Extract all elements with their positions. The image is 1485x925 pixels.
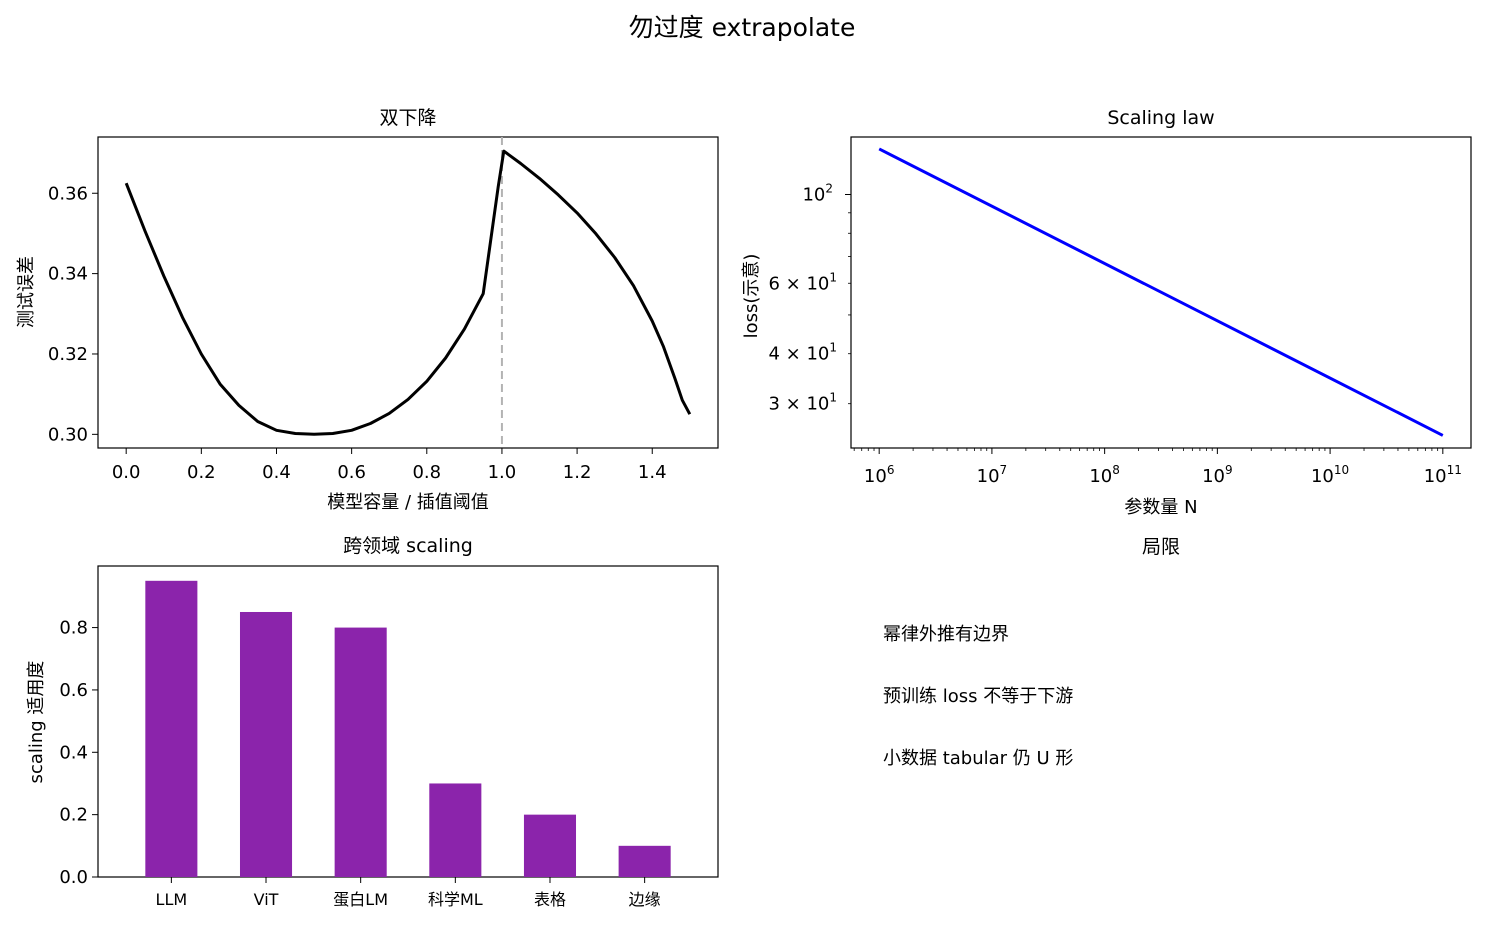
y-tick-label: 0.6	[59, 680, 88, 701]
x-tick-label: ViT	[254, 890, 279, 909]
limits-title: 局限	[1142, 536, 1180, 558]
bar	[429, 783, 482, 877]
y-axis-label: 测试误差	[16, 256, 37, 328]
x-tick-label: 106	[864, 463, 895, 487]
chart-title: 双下降	[379, 107, 436, 129]
x-axis-label: 参数量 N	[1124, 497, 1197, 518]
y-axis-label: loss(示意)	[741, 254, 762, 339]
limits-note: 预训练 loss 不等于下游	[883, 686, 1074, 707]
x-tick-label: 表格	[534, 890, 566, 909]
limits-note: 小数据 tabular 仍 U 形	[883, 748, 1074, 769]
x-tick-label: 1.2	[563, 462, 592, 483]
limits-panel: 局限	[1142, 536, 1180, 558]
test-error-line	[124, 149, 692, 436]
figure-suptitle: 勿过度 extrapolate	[629, 13, 856, 42]
y-tick-label: 3 × 101	[768, 391, 837, 415]
y-tick-label: 0.32	[48, 344, 88, 365]
x-tick-label: 1011	[1424, 463, 1462, 487]
bar	[239, 611, 293, 877]
y-tick-label: 0.30	[48, 424, 88, 445]
x-tick-label: 1.0	[488, 462, 517, 483]
x-tick-label: 0.2	[187, 462, 216, 483]
x-tick-label: 边缘	[629, 890, 661, 909]
chart-double-descent: 双下降 模型容量 / 插值阈值 测试误差 0.0 0.2 0.4 0.6 0.8 1.0 1…	[16, 107, 719, 513]
x-axis-label: 模型容量 / 插值阈值	[327, 492, 489, 513]
x-tick-label: LLM	[156, 890, 188, 909]
limits-notes: 幂律外推有边界 预训练 loss 不等于下游 小数据 tabular 仍 U 形	[883, 626, 1073, 812]
x-tick-label: 0.6	[337, 462, 366, 483]
loss-line	[878, 147, 1444, 437]
x-tick-label: 科学ML	[428, 890, 483, 909]
x-tick-label: 0.0	[112, 462, 141, 483]
x-tick-label: 0.8	[412, 462, 441, 483]
x-tick-label: 109	[1202, 463, 1233, 487]
x-tick-label: 1.4	[638, 462, 667, 483]
x-tick-label: 蛋白LM	[333, 890, 388, 909]
y-tick-label: 0.2	[59, 805, 88, 826]
limits-note: 幂律外推有边界	[883, 624, 1009, 645]
x-tick-label: 0.4	[262, 462, 291, 483]
plot-frame	[97, 136, 719, 449]
y-tick-label: 0.34	[48, 264, 88, 285]
y-tick-label: 4 × 101	[768, 341, 837, 365]
chart-title: Scaling law	[1107, 107, 1214, 129]
y-axis-label: scaling 适用度	[26, 661, 47, 784]
x-tick-label: 1010	[1311, 463, 1349, 487]
plot-frame	[850, 136, 1472, 449]
bar	[523, 814, 577, 877]
y-tick-label: 6 × 101	[768, 270, 837, 294]
chart-cross-domain-scaling: 跨领域 scaling scaling 适用度 0.0 0.2 0.4 0.6 0.8 L…	[26, 535, 719, 909]
y-tick-label: 0.8	[59, 618, 88, 639]
x-tick-label: 108	[1089, 463, 1120, 487]
bar	[334, 627, 387, 877]
bar	[618, 845, 671, 877]
y-tick-label: 0.36	[48, 183, 88, 204]
y-tick-label: 0.0	[59, 867, 88, 888]
y-tick-label: 102	[802, 181, 833, 205]
x-tick-label: 107	[977, 463, 1008, 487]
chart-scaling-law: Scaling law 参数量 N loss(示意) 106 107 108 109 1…	[741, 107, 1472, 518]
chart-title: 跨领域 scaling	[343, 535, 473, 557]
bar	[145, 580, 198, 877]
y-tick-label: 0.4	[59, 742, 88, 763]
plot-frame	[97, 565, 719, 878]
